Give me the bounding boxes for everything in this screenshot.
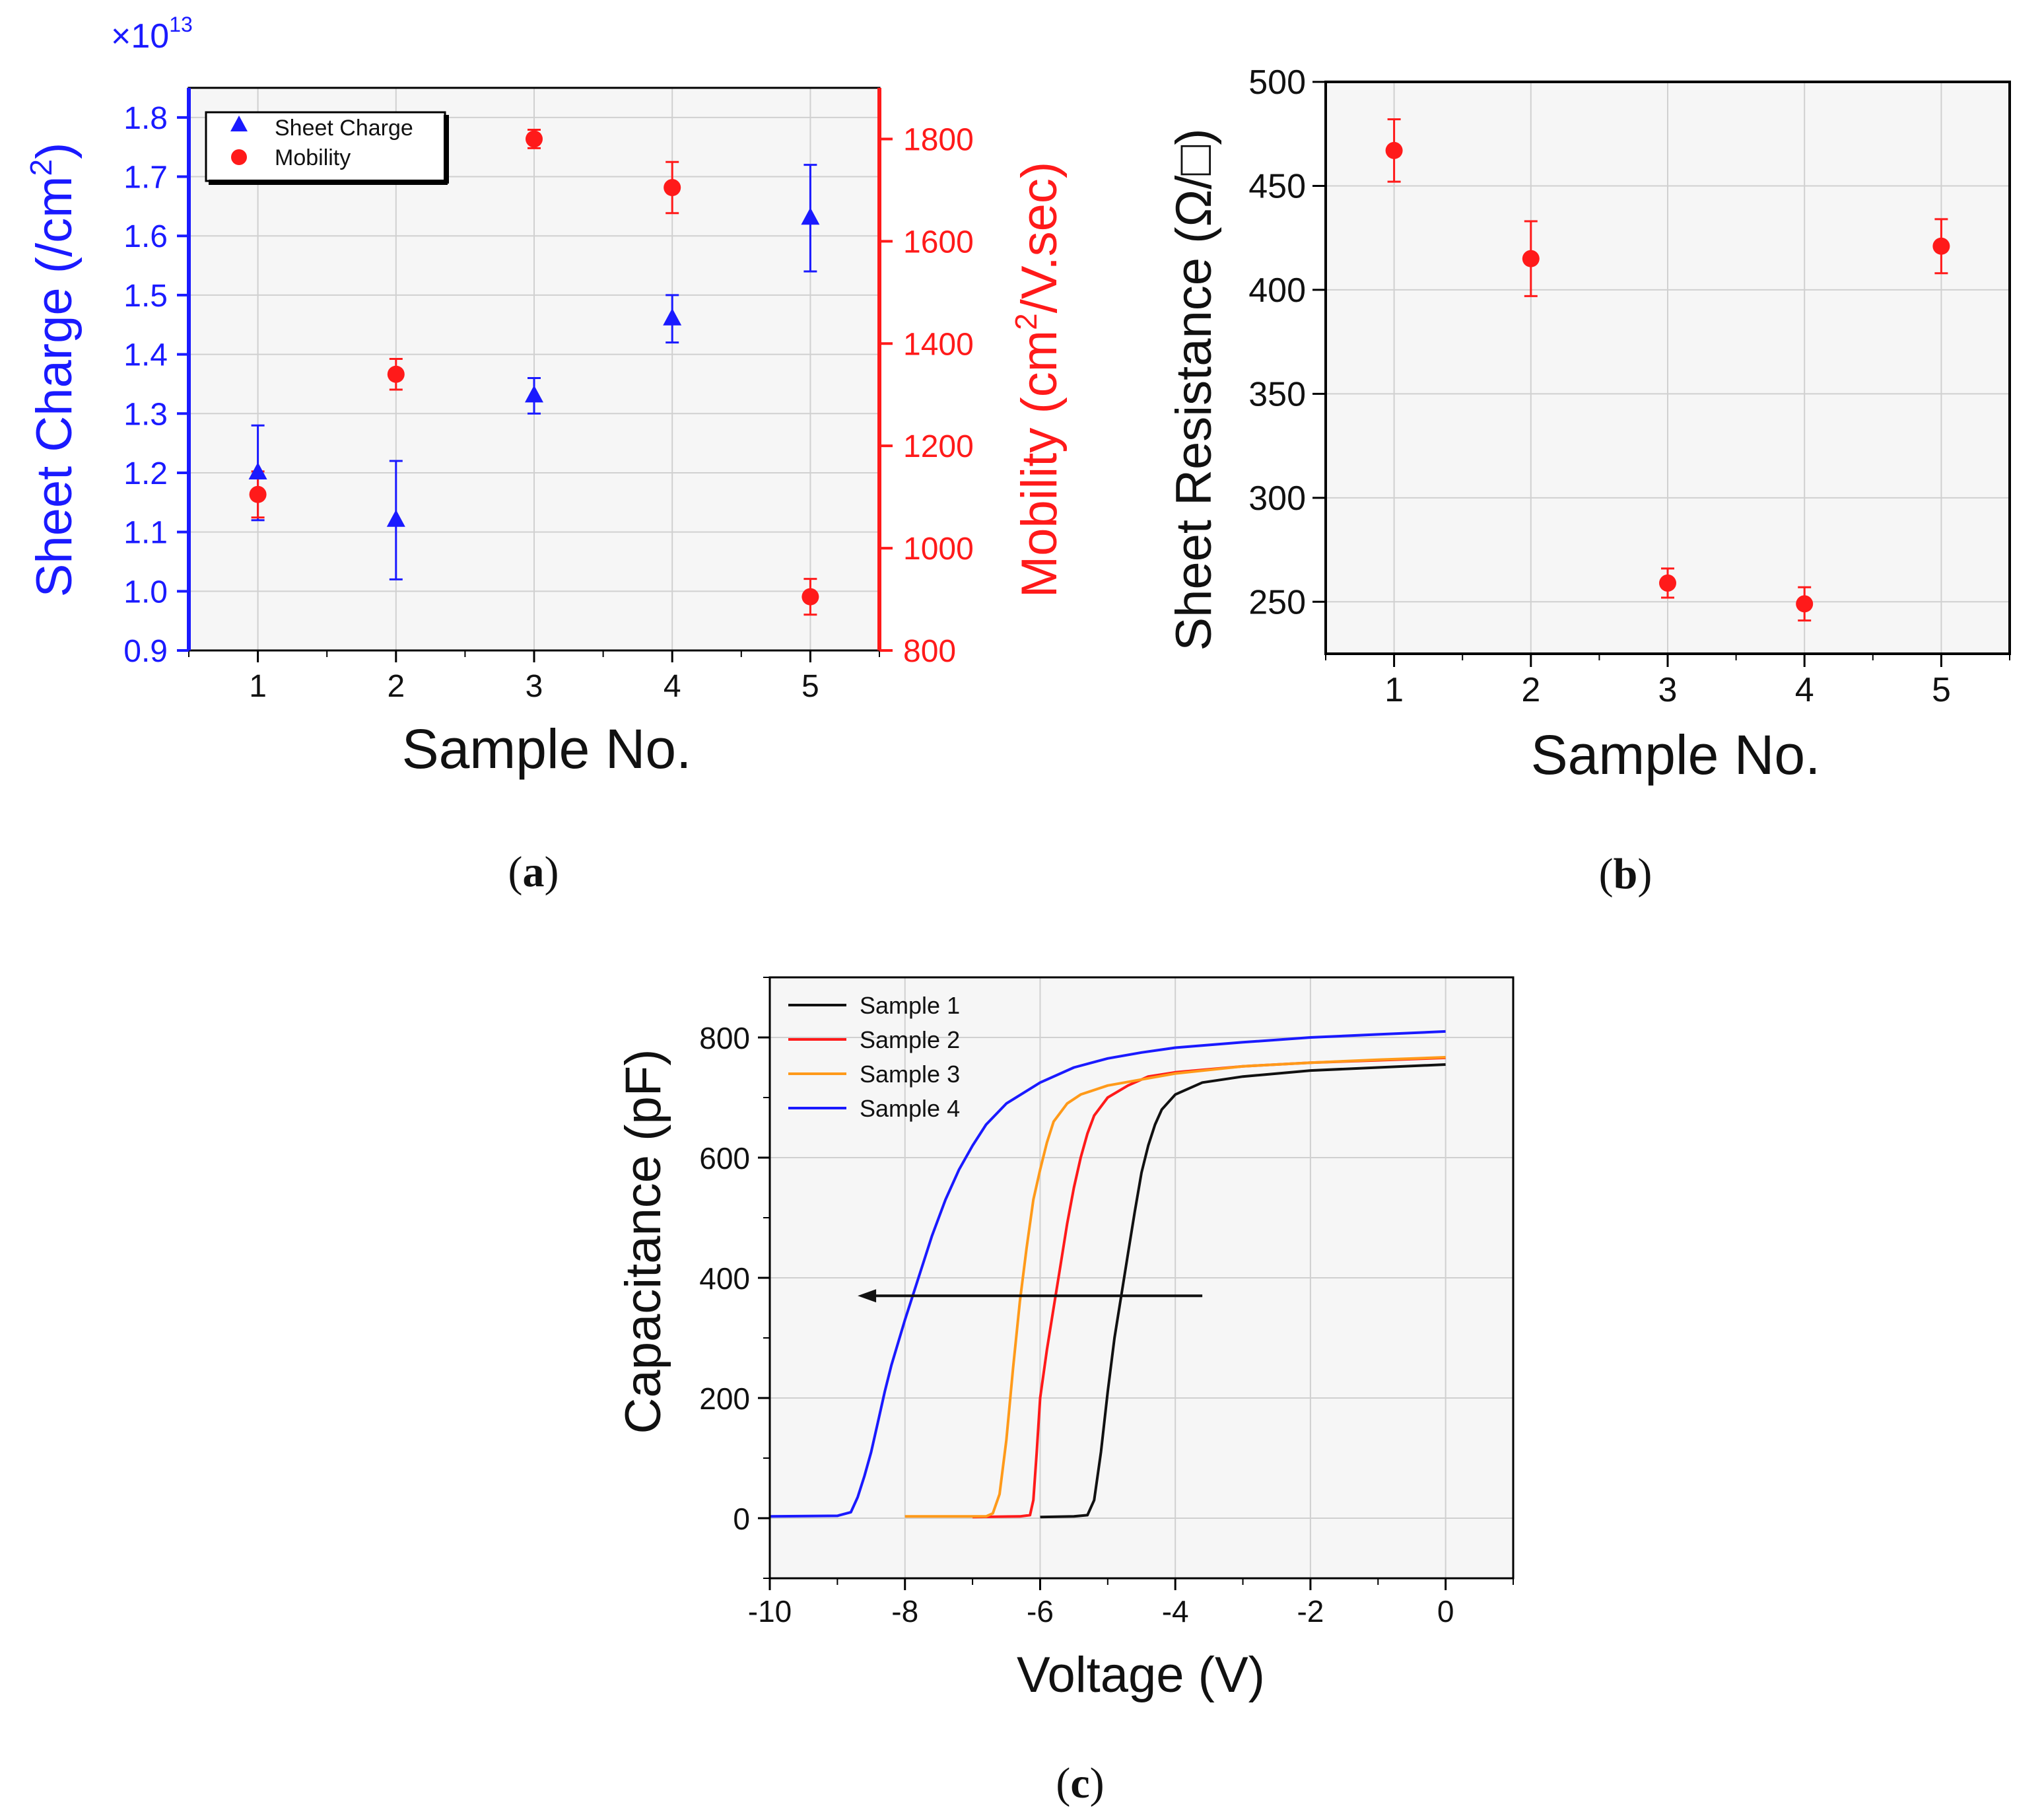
data-point-mobility bbox=[801, 588, 819, 606]
y-axis-title-c: Capacitance (pF) bbox=[615, 1049, 671, 1434]
tick-label-y-right-a: 1800 bbox=[903, 122, 974, 157]
tick-label-x-a: 5 bbox=[801, 669, 819, 704]
tick-label-y-left-a: 1.3 bbox=[123, 397, 168, 432]
tick-label-y-c: 200 bbox=[699, 1381, 750, 1416]
data-point-mobility bbox=[249, 485, 267, 503]
tick-label-x-c: 0 bbox=[1437, 1594, 1454, 1628]
tick-label-y-left-a: 1.0 bbox=[123, 575, 168, 610]
data-marks-a bbox=[248, 130, 820, 606]
ticks-c: -10 -8 -6 -4 -2 0 0 200 400 600 800 bbox=[699, 977, 1514, 1628]
tick-label-y-left-a: 1.1 bbox=[123, 516, 168, 551]
ticks-a: 1 2 3 4 5 0.9 1.0 1.1 1.2 1.3 1.4 1.5 1.6 1.7 1.8 800 10… bbox=[123, 101, 974, 704]
legend-circle-icon bbox=[231, 149, 247, 165]
y-axis-title-right-a: Mobility (cm2/V.sec) bbox=[1009, 162, 1068, 598]
caption-a: (a) bbox=[508, 848, 559, 896]
series-line-sample-3 bbox=[904, 1056, 1446, 1518]
tick-label-y-c: 400 bbox=[699, 1261, 750, 1296]
tick-label-y-left-a: 1.6 bbox=[123, 219, 168, 254]
series-line-sample-4 bbox=[769, 1030, 1446, 1518]
tick-label-y-b: 300 bbox=[1248, 479, 1306, 518]
data-point-sheet-charge bbox=[525, 385, 543, 403]
shift-arrow-c bbox=[858, 1289, 1203, 1303]
tick-label-x-b: 3 bbox=[1658, 671, 1678, 709]
tick-label-y-b: 350 bbox=[1248, 375, 1306, 413]
data-point-sheet-charge bbox=[663, 308, 682, 326]
legend-label-sample-2: Sample 2 bbox=[860, 1026, 960, 1053]
tick-label-x-a: 4 bbox=[664, 669, 681, 704]
tick-label-y-c: 800 bbox=[699, 1021, 750, 1055]
x-axis-title-a: Sample No. bbox=[402, 718, 692, 780]
data-point-sheet-charge bbox=[248, 462, 267, 479]
data-lines-c bbox=[769, 1030, 1446, 1519]
ticks-b: 1 2 3 4 5 250 300 350 400 450 500 bbox=[1248, 63, 2010, 709]
tick-label-y-left-a: 1.4 bbox=[123, 338, 168, 373]
caption-c: (c) bbox=[1056, 1759, 1104, 1807]
tick-label-y-b: 500 bbox=[1248, 63, 1306, 102]
tick-label-x-c: -8 bbox=[891, 1594, 918, 1628]
legend-label-sample-3: Sample 3 bbox=[860, 1061, 960, 1088]
x-axis-title-c: Voltage (V) bbox=[1017, 1647, 1265, 1703]
data-point-sheet-resistance bbox=[1796, 595, 1814, 613]
data-marks-b bbox=[1385, 141, 1950, 613]
tick-label-y-c: 0 bbox=[733, 1502, 750, 1536]
data-point-sheet-resistance bbox=[1932, 237, 1950, 255]
tick-label-x-a: 2 bbox=[387, 669, 405, 704]
tick-label-x-b: 5 bbox=[1932, 671, 1951, 709]
tick-label-y-b: 400 bbox=[1248, 271, 1306, 310]
tick-label-y-c: 600 bbox=[699, 1141, 750, 1175]
tick-label-x-a: 1 bbox=[249, 669, 267, 704]
data-point-sheet-resistance bbox=[1522, 250, 1540, 267]
arrow-head-icon bbox=[858, 1289, 877, 1303]
tick-label-x-c: -2 bbox=[1297, 1594, 1324, 1628]
data-point-sheet-resistance bbox=[1385, 141, 1403, 159]
data-point-mobility bbox=[526, 130, 543, 148]
legend-triangle-icon bbox=[230, 116, 248, 131]
tick-label-y-left-a: 0.9 bbox=[123, 634, 168, 669]
legend-c: Sample 1 Sample 2 Sample 3 Sample 4 bbox=[788, 992, 960, 1122]
tick-label-y-left-a: 1.7 bbox=[123, 160, 168, 195]
data-point-sheet-charge bbox=[801, 207, 820, 225]
tick-label-x-a: 3 bbox=[526, 669, 543, 704]
tick-label-y-left-a: 1.5 bbox=[123, 279, 168, 314]
legend-label-sample-4: Sample 4 bbox=[860, 1095, 960, 1122]
legend-label-sample-1: Sample 1 bbox=[860, 992, 960, 1019]
tick-label-x-b: 2 bbox=[1521, 671, 1540, 709]
data-point-mobility bbox=[387, 365, 405, 383]
legend-a: Sheet Charge Mobility bbox=[205, 111, 449, 185]
tick-label-y-b: 450 bbox=[1248, 167, 1306, 205]
chart-panel-b: 1 2 3 4 5 250 300 350 400 450 500 Sheet Resistance… bbox=[1166, 63, 2011, 898]
x-axis-title-b: Sample No. bbox=[1531, 724, 1821, 786]
tick-label-y-right-a: 800 bbox=[903, 634, 956, 669]
tick-label-x-c: -10 bbox=[748, 1594, 792, 1628]
data-point-sheet-resistance bbox=[1659, 574, 1676, 592]
legend-label-sheet-charge: Sheet Charge bbox=[275, 116, 413, 141]
tick-label-y-right-a: 1600 bbox=[903, 225, 974, 260]
tick-label-y-left-a: 1.8 bbox=[123, 101, 168, 136]
legend-label-mobility: Mobility bbox=[275, 145, 351, 170]
tick-label-x-c: -4 bbox=[1162, 1594, 1189, 1628]
chart-panel-a: 1 2 3 4 5 0.9 1.0 1.1 1.2 1.3 1.4 1.5 1.6 1.7 1.8 800 10… bbox=[24, 13, 1068, 896]
tick-label-y-b: 250 bbox=[1248, 583, 1306, 621]
data-point-sheet-charge bbox=[386, 509, 405, 527]
y-axis-title-left-a: Sheet Charge (/cm2) bbox=[24, 143, 83, 598]
y-axis-title-b: Sheet Resistance (Ω/□) bbox=[1166, 128, 1222, 650]
caption-b: (b) bbox=[1599, 850, 1652, 898]
tick-label-x-b: 1 bbox=[1384, 671, 1404, 709]
tick-label-x-c: -6 bbox=[1027, 1594, 1054, 1628]
tick-label-y-left-a: 1.2 bbox=[123, 456, 168, 491]
tick-label-x-b: 4 bbox=[1795, 671, 1814, 709]
tick-label-y-right-a: 1000 bbox=[903, 532, 974, 567]
series-line-sample-1 bbox=[1040, 1063, 1446, 1519]
gridlines-c bbox=[769, 977, 1513, 1578]
multiplier-label-a: ×1013 bbox=[111, 13, 193, 55]
tick-label-y-right-a: 1400 bbox=[903, 327, 974, 362]
tick-label-y-right-a: 1200 bbox=[903, 429, 974, 464]
data-point-mobility bbox=[664, 179, 681, 197]
